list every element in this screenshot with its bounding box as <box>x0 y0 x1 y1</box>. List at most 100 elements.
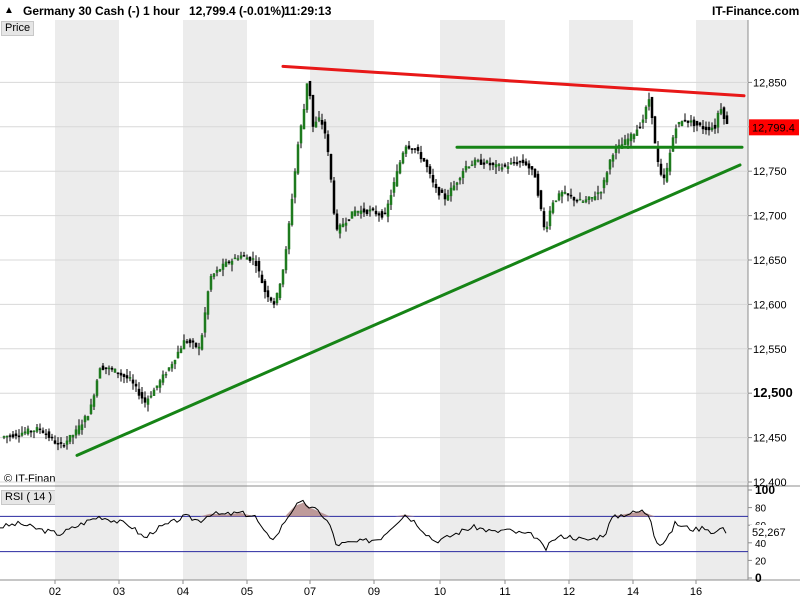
candle-body <box>281 269 285 285</box>
rsi-overbought-fill <box>225 512 240 517</box>
candle-body <box>104 367 108 370</box>
x-tick-label: 03 <box>113 586 125 598</box>
candle-body <box>113 368 117 373</box>
price-tick-label: 12,550 <box>753 344 787 356</box>
candle-body <box>311 94 315 127</box>
candle-body <box>251 258 255 260</box>
candle-body <box>572 197 576 201</box>
candle-body <box>521 159 525 164</box>
candle-body <box>407 145 411 149</box>
candle-body <box>185 341 189 343</box>
trendline-rising-support <box>75 163 742 457</box>
candle-body <box>353 210 357 216</box>
candle-body <box>467 166 471 169</box>
candle-body <box>215 269 219 273</box>
candle-body <box>443 193 447 200</box>
candle-body <box>437 187 441 196</box>
candle-body <box>482 162 486 165</box>
candle-body <box>668 152 672 172</box>
candle-body <box>68 434 72 442</box>
candle-body <box>62 445 66 447</box>
rsi-overbought-fill <box>405 514 415 517</box>
candle-body <box>560 191 564 197</box>
candle-body <box>263 280 267 293</box>
candle-body <box>584 199 588 203</box>
rsi-overbought-fill <box>650 514 655 517</box>
price-tick-label: 12,500 <box>753 385 793 400</box>
rsi-panel-label: RSI ( 14 ) <box>1 490 57 505</box>
candle-body <box>383 212 387 215</box>
candle-body <box>152 389 156 396</box>
day-band <box>440 20 505 580</box>
candle-body <box>401 152 405 164</box>
candle-body <box>95 380 99 396</box>
candle-body <box>197 346 201 349</box>
candle-body <box>323 121 327 134</box>
candle-body <box>77 425 81 434</box>
candle-body <box>524 161 528 166</box>
candle-body <box>191 340 195 343</box>
candle-body <box>485 160 489 163</box>
candle-body <box>371 208 375 211</box>
candle-body <box>392 182 396 193</box>
candle-body <box>170 364 174 369</box>
day-band <box>569 20 633 580</box>
candle-body <box>563 191 567 194</box>
candle-body <box>461 171 465 178</box>
candle-body <box>653 116 657 144</box>
candle-body <box>287 223 291 250</box>
candle-body <box>386 203 390 217</box>
candle-body <box>341 223 345 227</box>
candle-body <box>641 119 645 123</box>
candle-body <box>494 164 498 168</box>
collapse-icon[interactable]: ▲ <box>4 5 14 16</box>
candle-body <box>515 162 519 165</box>
candle-body <box>272 301 276 305</box>
candle-body <box>320 119 324 125</box>
candle-body <box>488 162 492 166</box>
candle-body <box>557 193 561 201</box>
candle-body <box>701 126 705 130</box>
candle-body <box>431 174 435 183</box>
candle-body <box>629 133 633 142</box>
rsi-tick-label: 20 <box>755 556 767 567</box>
candle-body <box>53 440 57 444</box>
candle-body <box>206 291 210 315</box>
candle-body <box>692 119 696 127</box>
day-band <box>55 20 119 580</box>
candle-body <box>65 440 69 445</box>
candle-body <box>458 178 462 181</box>
candle-body <box>389 195 393 205</box>
candle-body <box>224 261 228 267</box>
candle-body <box>476 160 480 162</box>
candle-body <box>155 385 159 388</box>
x-tick-label: 05 <box>241 586 253 598</box>
candle-body <box>503 164 507 167</box>
x-tick-label: 04 <box>177 586 189 598</box>
candle-body <box>473 159 477 166</box>
candle-body <box>368 209 372 212</box>
candle-body <box>140 392 144 399</box>
rsi-tick-label: 0 <box>755 571 762 585</box>
candle-body <box>194 342 198 348</box>
candle-body <box>236 258 240 260</box>
candle-body <box>551 202 555 213</box>
candle-body <box>404 146 408 154</box>
candle-body <box>395 171 399 187</box>
candle-body <box>650 96 654 119</box>
rsi-overbought-fill <box>240 512 255 517</box>
candle-body <box>671 137 675 152</box>
price-tick-label: 12,650 <box>753 255 787 267</box>
candle-body <box>695 120 699 126</box>
candle-body <box>80 424 84 431</box>
candle-body <box>2 436 6 438</box>
candle-body <box>290 198 294 225</box>
trendline-resistance <box>281 64 746 98</box>
brand-label: IT-Finance.com <box>712 4 800 18</box>
candle-body <box>344 222 348 226</box>
candle-body <box>359 210 363 214</box>
candle-body <box>698 122 702 126</box>
candle-body <box>719 109 723 114</box>
candle-body <box>167 367 171 371</box>
